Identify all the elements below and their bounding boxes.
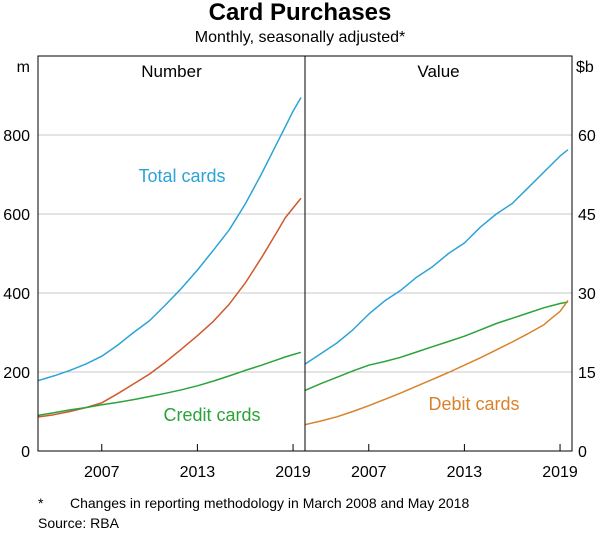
y-tick-label-right: 0 [578,444,587,461]
x-tick-label: 2019 [275,464,311,481]
footnote-text: Changes in reporting methodology in Marc… [70,495,470,511]
x-tick-label: 2007 [351,464,387,481]
y-unit-label-left: m [17,59,30,76]
x-tick-label: 2019 [542,464,578,481]
annotation-credit-cards: Credit cards [163,405,260,425]
y-tick-label-right: 60 [578,128,596,145]
series-line-total-cards [37,97,302,382]
y-tick-label-left: 400 [3,286,30,303]
series-lines [37,97,569,426]
series-line-credit-cards [37,351,302,417]
x-tick-label: 2007 [84,464,120,481]
y-tick-label-left: 600 [3,207,30,224]
chart-subtitle: Monthly, seasonally adjusted* [194,29,406,46]
series-line-debit-cards [304,299,569,426]
annotation-total-cards: Total cards [138,166,225,186]
panel-title: Value [417,62,459,81]
plot-frame [37,55,573,452]
annotation-debit-cards: Debit cards [428,394,519,414]
series-line-total-cards [304,149,569,365]
series-line-credit-cards [304,301,569,392]
footnote-marker: * [38,495,44,511]
y-tick-label-left: 200 [3,365,30,382]
source-note: Source: RBA [38,515,119,531]
chart-title: Card Purchases [208,0,392,26]
y-tick-label-right: 45 [578,207,596,224]
y-unit-label-right: $b [576,59,594,76]
footnote: * Changes in reporting methodology in Mar… [38,494,469,512]
series-line-debit-cards [37,197,302,418]
x-tick-label: 2013 [180,464,216,481]
x-tick-label: 2013 [447,464,483,481]
y-tick-label-right: 15 [578,365,596,382]
y-tick-label-right: 30 [578,286,596,303]
y-tick-label-left: 800 [3,128,30,145]
y-tick-label-left: 0 [21,444,30,461]
panel-title: Number [141,62,202,81]
